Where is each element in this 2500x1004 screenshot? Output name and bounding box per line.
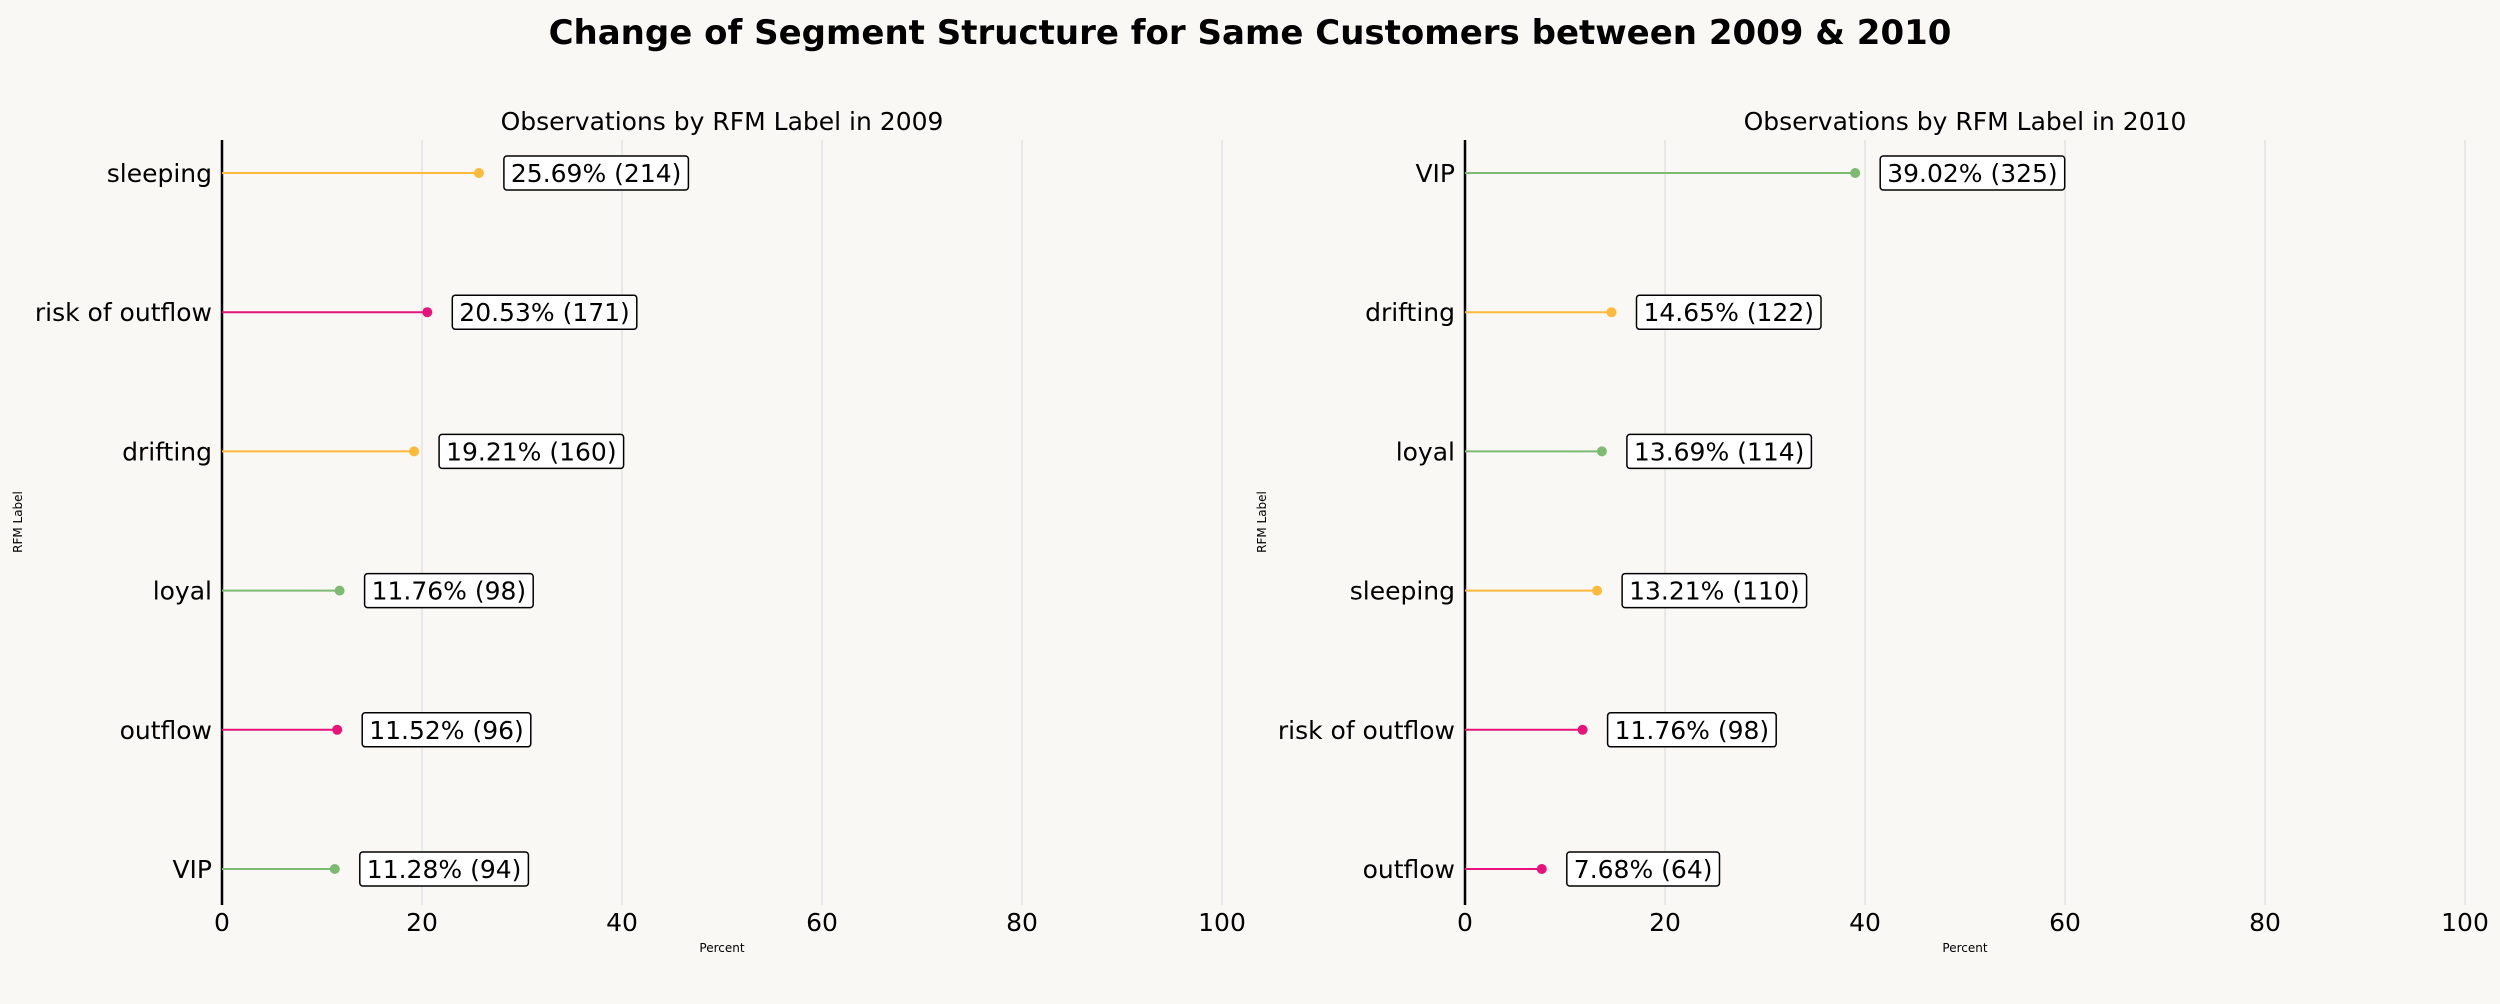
data-label-frame (451, 294, 638, 330)
lollipop-dot (409, 446, 420, 457)
data-label-box: 39.02% (325) (1879, 155, 2066, 191)
data-label-box: 13.21% (110) (1621, 572, 1808, 609)
data-label: 39.02% (325) (1887, 159, 2058, 188)
x-tick-label: 100 (1198, 908, 1246, 937)
data-label: 20.53% (171) (459, 298, 630, 327)
category-label: risk of outflow (35, 298, 212, 327)
data-label: 7.68% (64) (1574, 855, 1713, 884)
x-tick-label: 60 (806, 908, 838, 937)
data-label-box: 11.76% (98) (363, 572, 534, 609)
x-axis-label: Percent (699, 941, 744, 955)
y-axis-label: RFM Label (11, 491, 25, 553)
data-label: 11.52% (96) (369, 716, 524, 745)
lollipop-dot (1596, 446, 1607, 457)
data-label: 19.21% (160) (446, 437, 616, 466)
panel-2009: Observations by RFM Label in 2009 0 20 40 60… (11, 107, 1246, 955)
lollipop-dot (1606, 307, 1617, 318)
lollipop-dot (334, 585, 345, 596)
data-label: 11.76% (98) (372, 577, 527, 606)
data-label-box: 14.65% (122) (1635, 294, 1822, 330)
data-label: 11.28% (94) (367, 855, 522, 884)
data-label-box: 11.52% (96) (361, 712, 532, 748)
data-label-box: 20.53% (171) (451, 294, 638, 330)
category-label: VIP (172, 855, 212, 884)
data-label-frame (363, 572, 534, 609)
category-label: outflow (1363, 855, 1455, 884)
lollipop-dot (473, 168, 484, 178)
lollipop-dot (1850, 168, 1861, 178)
data-label-box: 13.69% (114) (1626, 433, 1813, 470)
data-label-box: 11.76% (98) (1606, 712, 1777, 748)
x-tick-label: 80 (1006, 908, 1038, 937)
category-label: drifting (1365, 298, 1455, 327)
panel-2010: Observations by RFM Label in 2010 0 20 40 60… (1255, 107, 2489, 955)
category-label: sleeping (107, 159, 212, 188)
x-axis-label: Percent (1942, 941, 1987, 955)
panel-title: Observations by RFM Label in 2010 (1744, 107, 2187, 136)
data-label-box: 7.68% (64) (1566, 851, 1721, 887)
data-label-frame (503, 155, 690, 191)
data-label-frame (1566, 851, 1721, 887)
lollipop-dot (1577, 724, 1588, 735)
data-label: 14.65% (122) (1644, 298, 1815, 327)
category-label: outflow (120, 716, 212, 745)
data-label-box: 11.28% (94) (359, 851, 530, 887)
lollipop-dot (422, 307, 433, 318)
figure-title: Change of Segment Structure for Same Cus… (549, 13, 1952, 53)
x-tick-label: 20 (406, 908, 438, 937)
x-tick-label: 100 (2441, 908, 2489, 937)
data-label-frame (1626, 433, 1813, 470)
x-tick-label: 20 (1649, 908, 1681, 937)
lollipop-dot (1536, 864, 1547, 874)
category-label: VIP (1415, 159, 1455, 188)
category-label: loyal (153, 577, 212, 606)
x-tick-label: 80 (2249, 908, 2281, 937)
category-label: drifting (122, 437, 212, 466)
x-tick-label: 40 (606, 908, 638, 937)
lollipop-dot (1592, 585, 1603, 596)
data-label: 25.69% (214) (511, 159, 682, 188)
data-label-frame (1879, 155, 2066, 191)
x-tick-label: 0 (1457, 908, 1473, 937)
data-label-frame (1606, 712, 1777, 748)
data-label-frame (361, 712, 532, 748)
panel-title: Observations by RFM Label in 2009 (501, 107, 944, 136)
y-axis-label: RFM Label (1255, 491, 1269, 553)
data-label-box: 19.21% (160) (438, 433, 625, 470)
x-tick-label: 40 (1849, 908, 1881, 937)
x-tick-label: 0 (214, 908, 230, 937)
category-label: risk of outflow (1278, 716, 1455, 745)
data-label-frame (438, 433, 625, 470)
x-tick-label: 60 (2049, 908, 2081, 937)
data-label: 13.21% (110) (1629, 577, 1800, 606)
category-label: sleeping (1350, 577, 1455, 606)
lollipop-dot (329, 864, 340, 874)
data-label-frame (359, 851, 530, 887)
data-label: 13.69% (114) (1634, 437, 1805, 466)
data-label-frame (1635, 294, 1822, 330)
lollipop-dot (332, 724, 343, 735)
data-label: 11.76% (98) (1615, 716, 1770, 745)
data-label-box: 25.69% (214) (503, 155, 690, 191)
data-label-frame (1621, 572, 1808, 609)
category-label: loyal (1396, 437, 1455, 466)
